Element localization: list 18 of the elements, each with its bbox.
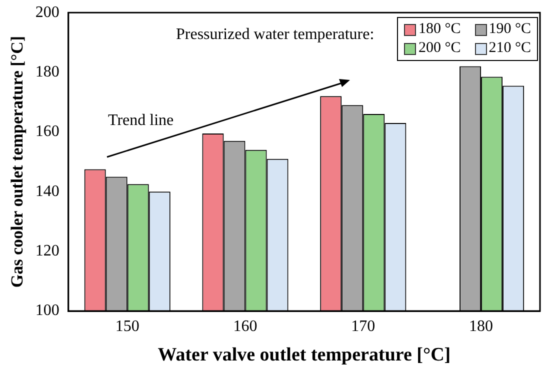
legend-label: 210 °C bbox=[488, 40, 531, 57]
annotation: Trend line bbox=[108, 112, 174, 130]
x-tick-label: 180 bbox=[469, 318, 494, 335]
y-tick-label: 120 bbox=[35, 242, 60, 260]
legend-label: 200 °C bbox=[418, 40, 461, 57]
legend-label: 180 °C bbox=[418, 21, 461, 38]
y-tick-label: 140 bbox=[35, 182, 60, 200]
y-tick-label: 100 bbox=[35, 302, 60, 320]
y-tick-label: 180 bbox=[35, 63, 60, 80]
legend-label: 190 °C bbox=[488, 21, 531, 38]
y-tick-label: 200 bbox=[35, 4, 60, 21]
x-tick-label: 170 bbox=[351, 318, 376, 335]
x-tick-label: 150 bbox=[115, 318, 140, 335]
legend-title: Pressurized water temperature: bbox=[176, 26, 374, 44]
y-tick-label: 160 bbox=[35, 123, 60, 140]
y-axis-title: Gas cooler outlet temperature [°C] bbox=[8, 36, 27, 288]
x-axis-title: Water valve outlet temperature [°C] bbox=[158, 344, 451, 366]
x-tick-label: 160 bbox=[233, 318, 258, 335]
